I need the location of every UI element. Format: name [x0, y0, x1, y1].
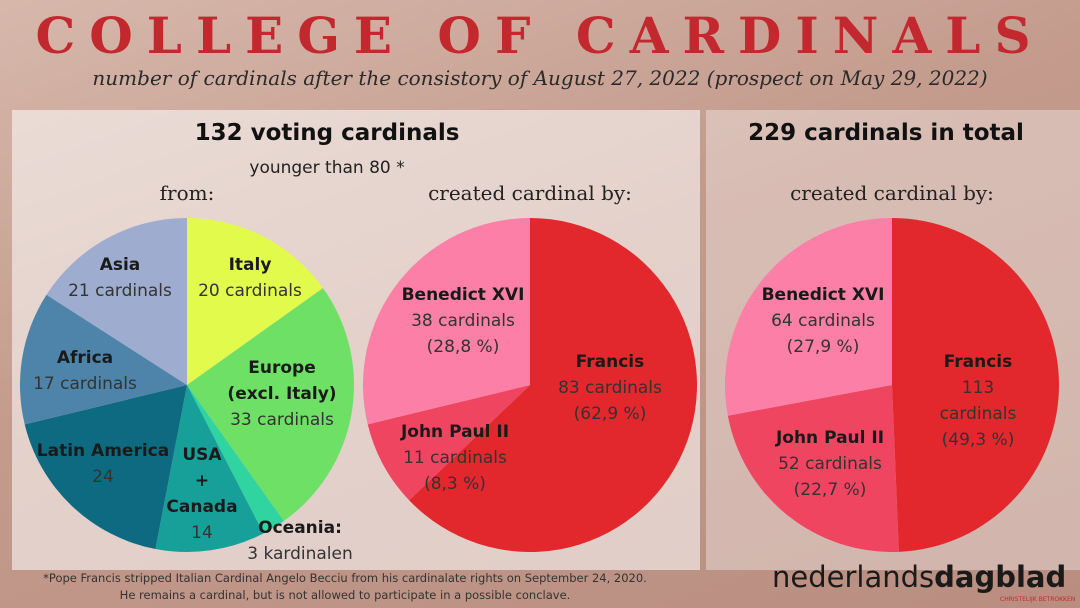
value-label: 17 cardinals	[33, 374, 137, 394]
logo: nederlandsdagblad	[772, 560, 1066, 594]
value-label: 3 kardinalen	[247, 544, 353, 564]
percent-label: (8,3 %)	[424, 474, 486, 494]
category-label: Benedict XVI	[761, 285, 885, 305]
category-label: Benedict XVI	[401, 285, 525, 305]
pie-slice	[892, 218, 1059, 552]
left-subheader: younger than 80 *	[249, 158, 405, 178]
pie-slice	[187, 218, 324, 385]
value-label: 11 cardinals	[403, 448, 507, 468]
category-label: Africa	[56, 348, 114, 368]
pie-title: from:	[159, 181, 215, 205]
value-label: 38 cardinals	[411, 311, 515, 331]
value-label: 52 cardinals	[778, 454, 882, 474]
category-label: USA + Canada	[166, 445, 238, 517]
slice-label: Africa 17 cardinals	[33, 345, 137, 397]
pie-title: created cardinal by:	[428, 181, 632, 205]
left-header: 132 voting cardinals	[194, 120, 460, 146]
title: COLLEGE OF CARDINALS	[35, 6, 1045, 65]
pie-slice	[46, 218, 188, 385]
category-label: Francis	[943, 352, 1013, 372]
pie-slice	[155, 385, 264, 553]
value-label: 20 cardinals	[198, 281, 302, 301]
category-label: John Paul II	[775, 428, 885, 448]
logo-tagline: CHRISTELIJK BETROKKEN	[1000, 596, 1076, 603]
right-header: 229 cardinals in total	[748, 120, 1024, 146]
slice-label: Oceania: 3 kardinalen	[247, 515, 353, 567]
value-label: 14	[191, 523, 213, 543]
category-label: Asia	[99, 255, 141, 275]
footnote: *Pope Francis stripped Italian Cardinal …	[43, 571, 647, 585]
slice-label: Europe (excl. Italy) 33 cardinals	[227, 355, 336, 433]
pie-slice	[187, 288, 355, 522]
category-label: Latin America	[36, 441, 170, 461]
percent-label: (27,9 %)	[786, 337, 860, 357]
category-label: Italy	[228, 255, 272, 275]
percent-label: (49,3 %)	[941, 430, 1015, 450]
pie-slice	[187, 385, 284, 534]
category-label: Europe (excl. Italy)	[227, 358, 337, 404]
logo-part: nederlands	[772, 560, 935, 594]
value-label: 83 cardinals	[558, 378, 662, 398]
slice-label: Italy 20 cardinals	[198, 252, 302, 304]
pie-slice	[727, 385, 899, 552]
footnote: He remains a cardinal, but is not allowe…	[119, 588, 571, 602]
category-label: Oceania:	[258, 518, 342, 538]
slice-label: Francis 113 cardinals (49,3 %)	[927, 349, 1029, 453]
value-label: 113 cardinals	[939, 378, 1017, 424]
value-label: 64 cardinals	[771, 311, 875, 331]
pie-title: created cardinal by:	[790, 181, 994, 205]
pie-slice	[367, 385, 530, 501]
value-label: 24	[92, 467, 114, 487]
category-label: Francis	[575, 352, 645, 372]
slice-label: Francis 83 cardinals (62,9 %)	[558, 349, 662, 427]
slice-label: USA + Canada 14	[166, 442, 237, 546]
slice-label: John Paul II 52 cardinals (22,7 %)	[776, 425, 884, 503]
pie-slice	[24, 385, 187, 549]
slice-label: Benedict XVI 64 cardinals (27,9 %)	[762, 282, 885, 360]
slice-label: Asia 21 cardinals	[68, 252, 172, 304]
pie-slice	[20, 294, 188, 425]
percent-label: (22,7 %)	[793, 480, 867, 500]
percent-label: (62,9 %)	[573, 404, 647, 424]
category-label: John Paul II	[400, 422, 510, 442]
percent-label: (28,8 %)	[426, 337, 500, 357]
logo-part: dagblad	[934, 560, 1067, 594]
slice-label: John Paul II 11 cardinals (8,3 %)	[401, 419, 509, 497]
value-label: 33 cardinals	[230, 410, 334, 430]
pie-slice	[362, 218, 530, 425]
slice-label: Latin America 24	[37, 438, 169, 490]
pie-slice	[409, 218, 697, 552]
pie-slice	[724, 218, 892, 416]
subtitle: number of cardinals after the consistory…	[92, 66, 988, 90]
value-label: 21 cardinals	[68, 281, 172, 301]
slice-label: Benedict XVI 38 cardinals (28,8 %)	[402, 282, 525, 360]
